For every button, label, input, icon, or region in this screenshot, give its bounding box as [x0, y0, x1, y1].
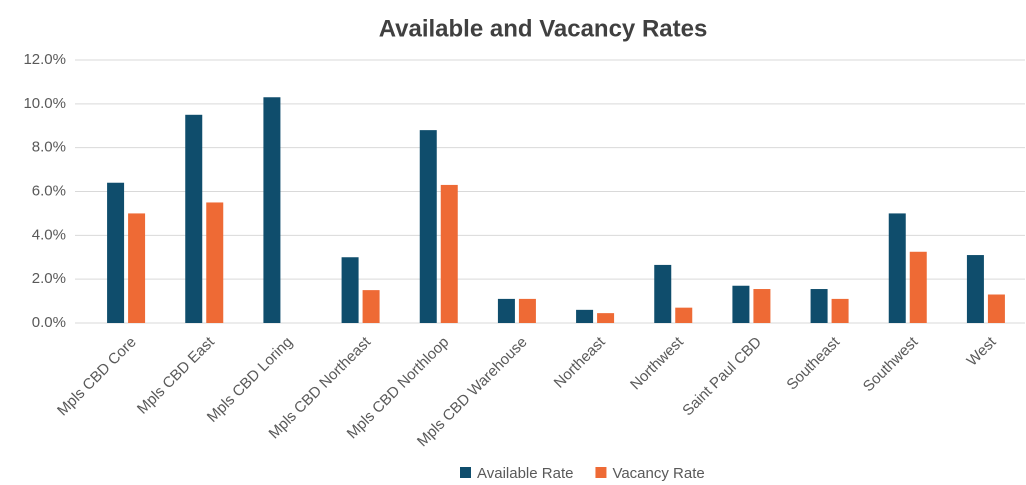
bar — [810, 289, 828, 323]
legend-label: Available Rate — [477, 465, 573, 482]
bar — [497, 298, 515, 323]
bar — [675, 307, 693, 323]
bar — [206, 202, 224, 323]
bar — [831, 298, 849, 323]
legend-swatch — [595, 467, 607, 478]
bar — [753, 289, 771, 323]
x-tick-label: Mpls CBD Core — [54, 334, 140, 420]
x-tick-label: Southwest — [860, 333, 922, 395]
bar — [341, 257, 359, 323]
y-tick-label: 6.0% — [32, 182, 66, 199]
bar — [576, 309, 594, 323]
bar — [419, 130, 437, 323]
y-tick-label: 0.0% — [32, 314, 66, 331]
legend-swatch — [460, 467, 471, 478]
x-tick-label: Mpls CBD Loring — [204, 334, 296, 426]
x-tick-label: Mpls CBD East — [134, 333, 219, 418]
bar — [362, 290, 380, 323]
bar — [185, 114, 203, 324]
bar — [987, 294, 1005, 323]
y-tick-label: 4.0% — [32, 226, 66, 243]
bar — [518, 298, 536, 323]
x-tick-label: Southeast — [783, 333, 843, 393]
x-tick-label: Northwest — [627, 333, 687, 393]
bar — [107, 182, 125, 323]
x-tick-label: Saint Paul CBD — [679, 333, 765, 419]
bar — [654, 264, 672, 323]
bar — [597, 313, 615, 323]
y-tick-label: 10.0% — [23, 95, 66, 112]
bar — [440, 184, 458, 323]
bar — [888, 213, 906, 323]
x-tick-label: Northeast — [551, 333, 610, 392]
legend-label: Vacancy Rate — [612, 465, 704, 482]
legend: Available Rate Vacancy Rate — [460, 465, 705, 482]
y-tick-label: 8.0% — [32, 139, 66, 156]
chart-title: Available and Vacancy Rates — [379, 15, 708, 42]
bar — [966, 255, 984, 323]
y-tick-label: 2.0% — [32, 270, 66, 287]
bar — [263, 97, 281, 323]
bar — [128, 213, 146, 323]
bar — [909, 251, 927, 323]
x-tick-label: West — [964, 333, 1001, 370]
y-tick-label: 12.0% — [23, 51, 66, 68]
bar — [732, 285, 750, 323]
